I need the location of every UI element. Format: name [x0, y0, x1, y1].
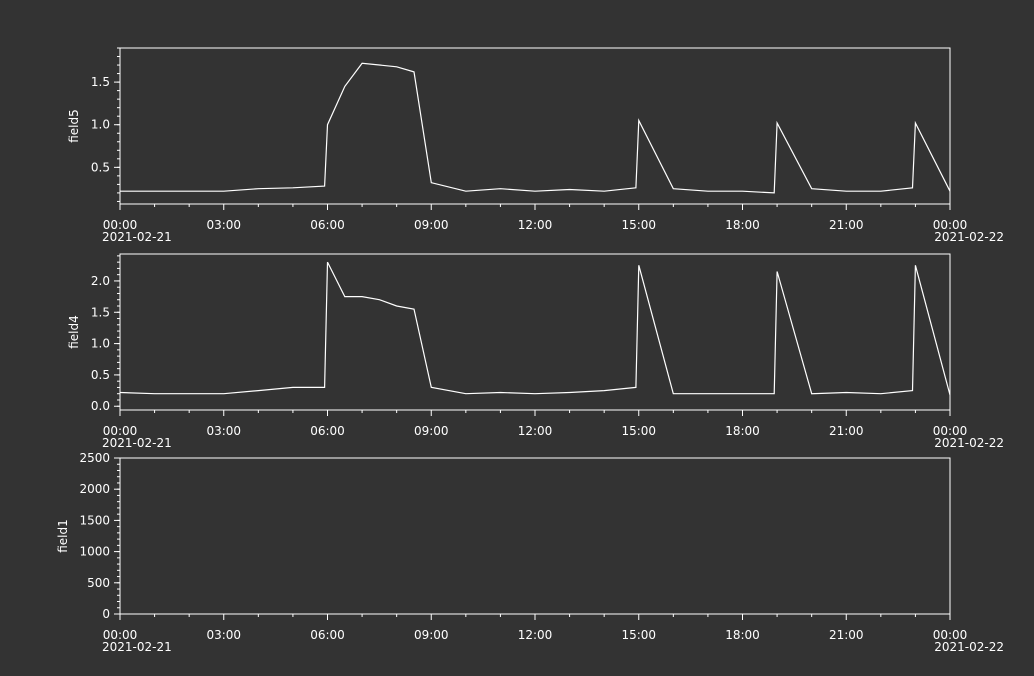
y-tick-label: 2.0	[91, 274, 110, 288]
series-line-field4	[119, 261, 951, 396]
x-tick-label: 09:00	[414, 218, 449, 232]
y-tick-label: 1.0	[91, 118, 110, 132]
x-tick-label: 18:00	[725, 218, 760, 232]
x-tick-label: 12:00	[518, 424, 553, 438]
y-tick-label: 1.0	[91, 337, 110, 351]
y-axis-label: field5	[67, 109, 81, 143]
x-tick-label: 06:00	[310, 218, 345, 232]
panel-field1: 0 500 1000 1500 2000 2500 field1 00:00 03:00 06:0…	[56, 451, 1004, 654]
x-tick-label: 15:00	[621, 218, 656, 232]
x-start-date: 2021-02-21	[102, 230, 172, 244]
x-start-date: 2021-02-21	[102, 436, 172, 450]
y-tick-label: 1000	[79, 545, 110, 559]
panel-field4: 0.0 0.5 1.0 1.5 2.0 field4 00:00 03:00 06:00 09:0…	[67, 253, 1004, 450]
x-tick-label: 18:00	[725, 424, 760, 438]
x-end-date: 2021-02-22	[934, 640, 1004, 654]
x-tick-label: 15:00	[621, 424, 656, 438]
x-tick-label: 00:00	[103, 424, 138, 438]
y-tick-label: 0	[102, 607, 110, 621]
x-tick-label: 00:00	[933, 424, 968, 438]
y-axis-label: field1	[56, 519, 70, 553]
y-tick-label: 1.5	[91, 75, 110, 89]
x-tick-label: 09:00	[414, 424, 449, 438]
y-tick-label: 0.5	[91, 160, 110, 174]
x-tick-label: 03:00	[206, 218, 241, 232]
x-tick-label: 06:00	[310, 424, 345, 438]
x-tick-label: 12:00	[518, 628, 553, 642]
y-axis-label: field4	[67, 315, 81, 349]
x-end-date: 2021-02-22	[934, 436, 1004, 450]
x-tick-label: 12:00	[518, 218, 553, 232]
x-tick-label: 15:00	[621, 628, 656, 642]
panel-field5: 0.5 1.0 1.5 field5 00:00 03:00 06:00 09:00 12:00…	[67, 47, 1004, 244]
x-tick-label: 03:00	[206, 424, 241, 438]
y-tick-label: 500	[87, 576, 110, 590]
x-tick-label: 00:00	[933, 218, 968, 232]
y-tick-label: 2500	[79, 451, 110, 465]
y-tick-label: 0.0	[91, 399, 110, 413]
plot-frame	[119, 457, 951, 615]
y-tick-label: 2000	[79, 482, 110, 496]
x-tick-label: 18:00	[725, 628, 760, 642]
x-tick-label: 03:00	[206, 628, 241, 642]
x-tick-label: 21:00	[829, 424, 864, 438]
series-line-field5	[120, 62, 951, 194]
y-tick-label: 0.5	[91, 368, 110, 382]
x-start-date: 2021-02-21	[102, 640, 172, 654]
plot-frame	[119, 253, 951, 411]
x-tick-label: 21:00	[829, 218, 864, 232]
x-tick-label: 09:00	[414, 628, 449, 642]
y-tick-label: 1.5	[91, 305, 110, 319]
x-tick-label: 00:00	[933, 628, 968, 642]
x-end-date: 2021-02-22	[934, 230, 1004, 244]
x-tick-label: 00:00	[103, 628, 138, 642]
plot-frame	[119, 47, 951, 205]
y-tick-label: 1500	[79, 513, 110, 527]
x-tick-label: 00:00	[103, 218, 138, 232]
x-tick-label: 21:00	[829, 628, 864, 642]
x-tick-label: 06:00	[310, 628, 345, 642]
